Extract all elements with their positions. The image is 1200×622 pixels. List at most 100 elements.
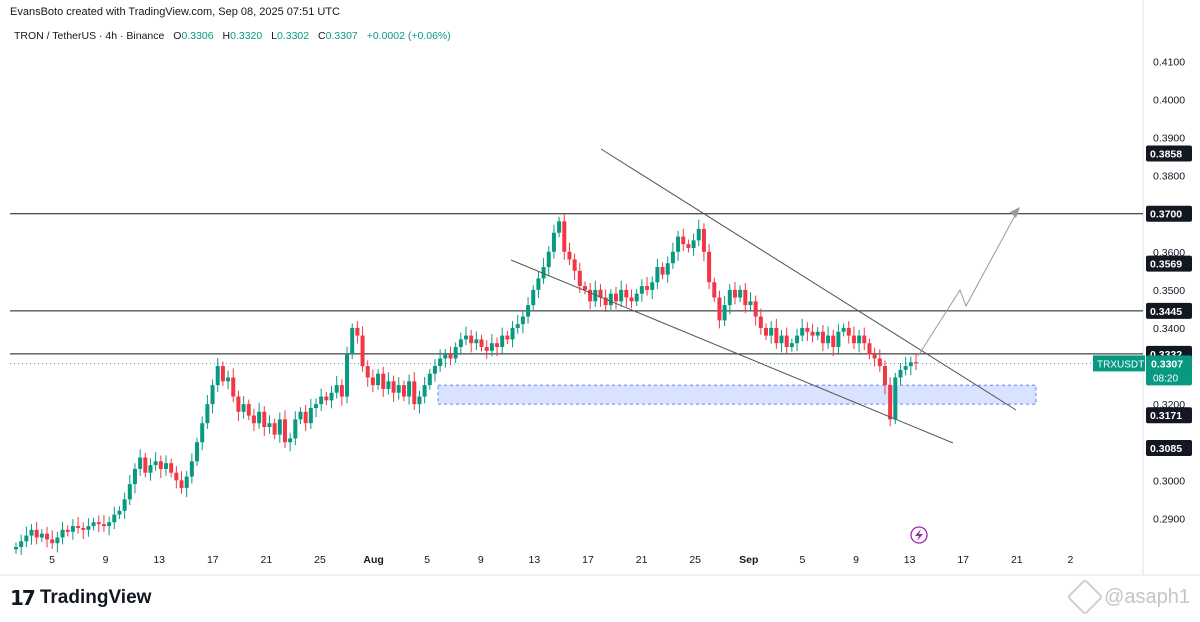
close-label: C [318,30,326,42]
candle-body [257,411,262,424]
chart-credit: EvansBoto created with TradingView.com, … [10,6,340,18]
candle-body [846,327,851,336]
x-tick-label: Sep [739,554,758,566]
candle-body [784,335,789,348]
candle-body [479,339,484,348]
candle-body [438,358,443,367]
candle-body [396,385,401,393]
price-level-label: 0.3445 [1150,306,1182,318]
candle-body [753,301,758,317]
candle-body [624,289,629,298]
candle-body [231,377,236,397]
candle-body [360,335,365,367]
candle-body [779,335,784,344]
candle-body [500,335,505,348]
demand-zone [437,384,1037,405]
x-tick-label: 9 [103,554,109,566]
candle-body [386,381,391,389]
candle-body [215,366,220,386]
candle-body [691,240,696,248]
flash-icon [910,526,928,544]
candle-body [789,343,794,348]
candle-body [670,251,675,264]
candle-body [655,267,660,283]
x-tick-label: 17 [582,554,594,566]
candle-body [127,484,132,500]
close-value: 0.3307 [325,30,358,42]
candle-body [546,251,551,268]
candle-body [174,472,179,481]
candle-body [422,385,427,397]
high-value: 0.3320 [230,30,263,42]
candle-body [86,526,91,530]
candle-body [148,465,153,473]
candle-body [557,221,562,233]
candle-body [629,297,634,302]
candle-body [329,392,334,401]
candle-body [520,316,525,325]
candle-body [153,461,158,466]
candle-body [298,411,303,420]
candle-body [236,396,241,412]
candle-body [877,358,882,367]
candle-body [758,316,763,328]
candle-body [350,327,355,355]
last-price-label: 0.3307 [1151,358,1183,370]
candle-body [107,522,112,527]
candle-body [143,457,148,473]
candle-body [45,533,50,540]
candle-body [738,289,743,298]
candle-body [588,289,593,302]
price-level-label: 0.3569 [1150,259,1182,271]
candle-body [164,463,168,469]
candle-body [795,335,800,344]
candle-body [453,347,458,359]
author-watermark: @asaph1 [1066,578,1190,616]
candle-body [469,335,474,344]
candle-body [903,366,908,370]
candle-body [226,377,231,382]
candle-body [681,236,686,245]
candle-body [117,510,122,515]
candle-body [676,236,681,252]
candle-body [805,327,810,332]
x-tick-label: 25 [314,554,326,566]
x-tick-label: 21 [1011,554,1023,566]
candle-body [650,282,655,290]
candle-body [29,529,34,536]
candle-body [277,419,282,435]
candle-body [24,535,29,542]
candle-body [826,335,831,344]
x-tick-label: 5 [49,554,55,566]
candle-body [686,244,691,248]
candle-body [914,362,918,364]
candle-body [122,499,127,511]
price-level-label-bg [1146,255,1192,272]
candle-body [345,354,350,397]
candle-body [189,461,194,477]
candle-body [484,347,489,351]
x-tick-label: Aug [363,554,383,566]
tradingview-logo[interactable]: 17 TradingView [10,586,151,610]
symbol-title[interactable]: TRON / TetherUS · 4h · Binance [14,30,165,42]
upper-trendline [600,148,1017,411]
open-label: O [173,30,182,42]
ohlc-legend: TRON / TetherUS · 4h · Binance O0.3306 H… [14,30,451,42]
candle-body [639,286,644,294]
candle-body [727,289,732,306]
x-tick-label: 13 [904,554,916,566]
candle-body [101,524,106,527]
candle-body [722,305,727,321]
candle-body [836,331,841,348]
candle-body [169,463,174,473]
candle-body [319,396,324,405]
candle-body [443,354,448,359]
candle-body [34,529,39,538]
candle-body [851,335,856,344]
candle-body [14,547,18,550]
candle-body [515,324,520,328]
candle-body [65,529,70,532]
symbol-tag-bg [1093,355,1145,372]
lower-trendline [510,259,954,444]
